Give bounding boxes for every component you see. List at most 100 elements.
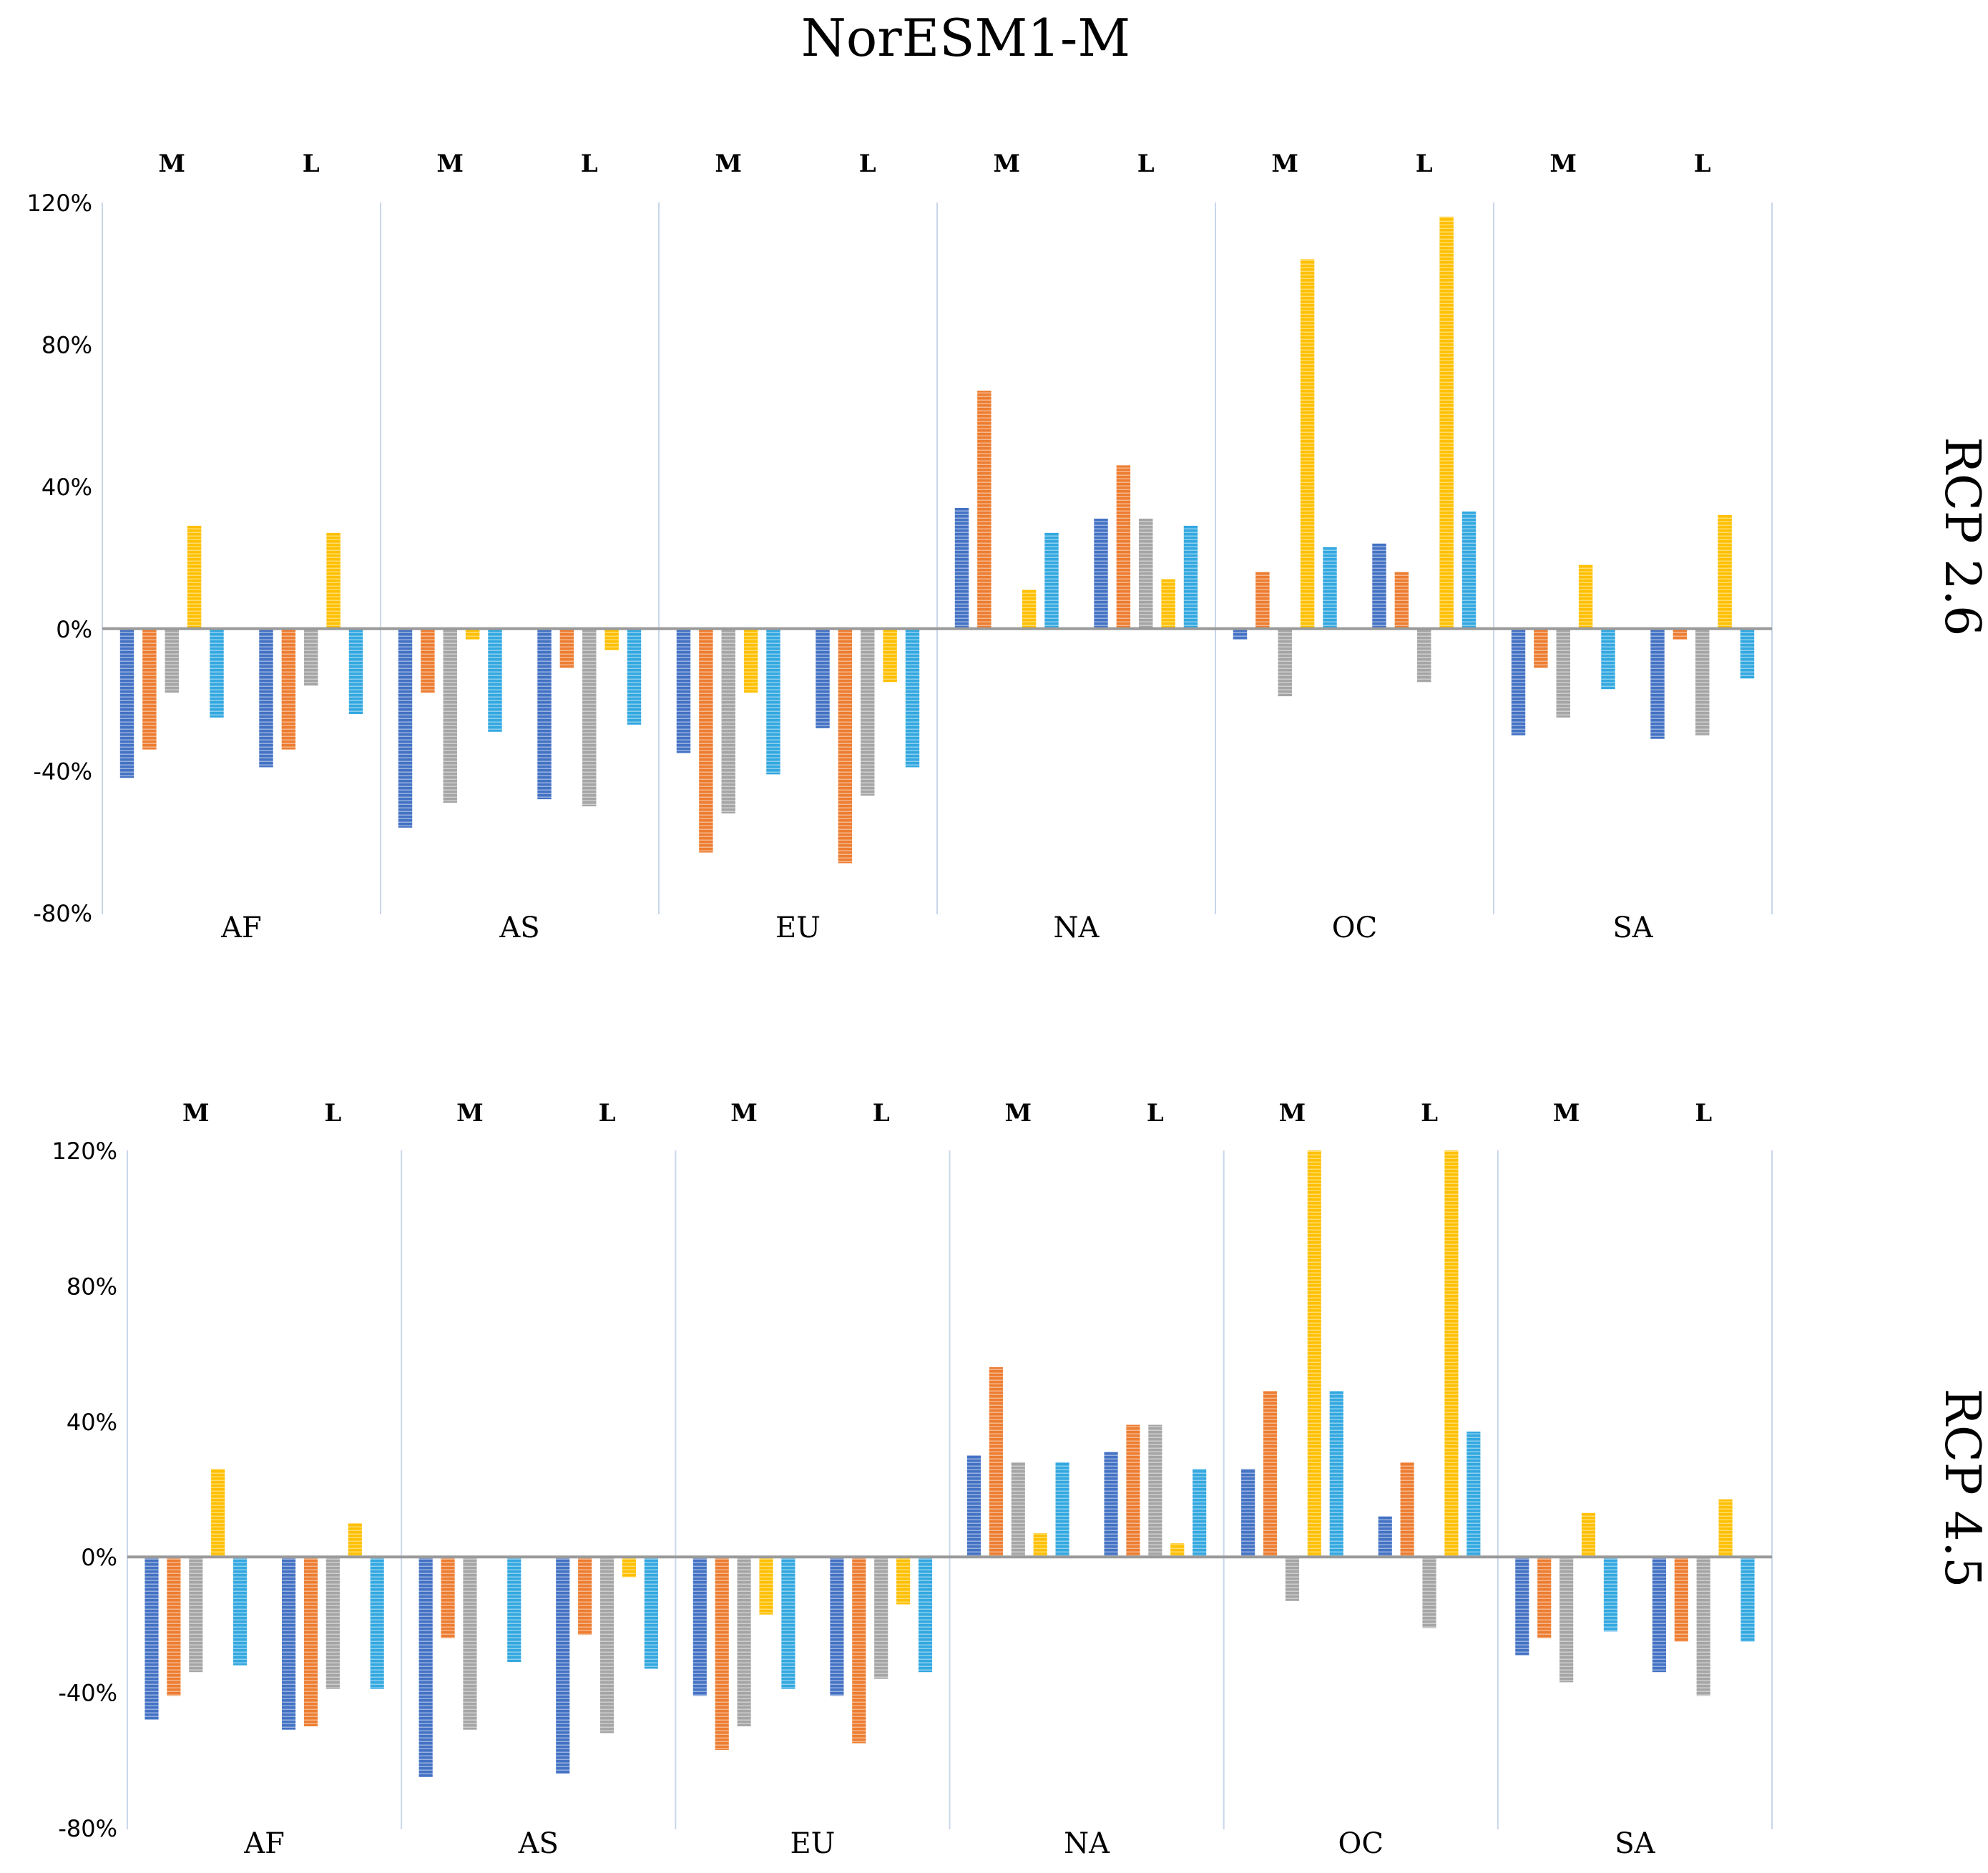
bar-af-m-s4 — [187, 525, 202, 629]
bar-na-m-s2 — [977, 391, 991, 629]
subgroup-label: M — [158, 150, 185, 178]
subgroup-label: L — [1694, 150, 1711, 178]
bar-sa-m-s2 — [1534, 628, 1548, 668]
y-tick-label: 40% — [67, 1409, 117, 1436]
bar-na-m-s1 — [966, 1455, 981, 1557]
bar-sa-l-s4 — [1718, 1499, 1733, 1557]
figure-title: NorESM1-M — [801, 8, 1130, 68]
subgroup-label: M — [1004, 1099, 1032, 1128]
bar-af-m-s4 — [211, 1469, 225, 1557]
bar-oc-m-s2 — [1255, 572, 1270, 629]
bar-oc-m-s4 — [1307, 1150, 1321, 1557]
bar-af-m-s1 — [145, 1557, 159, 1720]
bar-eu-m-s4 — [759, 1557, 773, 1615]
subgroup-label: L — [859, 150, 876, 178]
y-tick-label: 80% — [41, 332, 92, 359]
subgroup-label: L — [1421, 1099, 1438, 1128]
bar-af-l-s5 — [370, 1557, 384, 1689]
bar-sa-m-s4 — [1578, 564, 1593, 629]
bar-af-m-s2 — [142, 628, 157, 750]
bar-na-l-s3 — [1148, 1424, 1162, 1557]
bar-oc-l-s1 — [1372, 543, 1386, 629]
category-label-as: AS — [518, 1827, 559, 1860]
subgroup-label: L — [1416, 150, 1433, 178]
bar-oc-m-s4 — [1300, 259, 1315, 629]
bar-as-l-s5 — [644, 1557, 658, 1669]
category-label-oc: OC — [1338, 1827, 1384, 1860]
bar-oc-l-s5 — [1461, 511, 1477, 629]
category-label-sa: SA — [1612, 911, 1653, 944]
category-label-af: AF — [220, 911, 262, 944]
bar-sa-m-s1 — [1515, 1557, 1529, 1656]
subgroup-label: L — [873, 1099, 890, 1128]
subgroup-label: M — [993, 150, 1020, 178]
bar-eu-m-s5 — [781, 1557, 795, 1689]
category-label-oc: OC — [1332, 911, 1377, 944]
bar-sa-m-s3 — [1559, 1557, 1574, 1683]
bar-eu-l-s1 — [816, 628, 830, 728]
subgroup-label: L — [599, 1099, 616, 1128]
bar-oc-l-s5 — [1466, 1432, 1481, 1557]
scenario-label: RCP 4.5 — [1934, 1389, 1988, 1588]
bar-sa-l-s1 — [1652, 1557, 1666, 1673]
bar-na-m-s2 — [989, 1367, 1003, 1557]
bar-na-l-s2 — [1126, 1424, 1140, 1557]
bar-eu-m-s2 — [715, 1557, 729, 1751]
bar-na-m-s4 — [1022, 590, 1037, 629]
bar-na-m-s3 — [1011, 1462, 1025, 1557]
bar-eu-l-s2 — [838, 628, 853, 864]
bar-sa-m-s5 — [1603, 1557, 1618, 1632]
bar-na-l-s1 — [1104, 1452, 1118, 1557]
subgroup-label: M — [1553, 1099, 1580, 1128]
bar-af-m-s5 — [210, 628, 224, 718]
bar-na-l-s5 — [1193, 1469, 1207, 1557]
bar-na-l-s4 — [1170, 1543, 1185, 1557]
bar-sa-m-s5 — [1601, 628, 1615, 690]
bar-af-l-s3 — [325, 1557, 340, 1689]
bar-af-m-s1 — [119, 628, 134, 778]
bar-oc-l-s3 — [1417, 628, 1431, 683]
bar-na-l-s5 — [1183, 525, 1198, 629]
bar-eu-m-s2 — [699, 628, 713, 853]
bar-af-m-s3 — [165, 628, 179, 693]
subgroup-label: L — [1147, 1099, 1164, 1128]
bar-oc-l-s4 — [1439, 216, 1454, 629]
bar-sa-l-s2 — [1673, 628, 1688, 640]
bar-af-l-s5 — [348, 628, 363, 714]
bar-eu-l-s4 — [883, 628, 897, 683]
bar-af-l-s3 — [304, 628, 318, 686]
bar-as-l-s3 — [599, 1557, 614, 1733]
bar-as-m-s3 — [443, 628, 457, 803]
y-tick-label: 80% — [67, 1273, 117, 1300]
bar-eu-m-s3 — [721, 628, 735, 813]
category-label-af: AF — [243, 1827, 285, 1860]
bar-eu-l-s5 — [918, 1557, 933, 1673]
subgroup-label: L — [324, 1099, 341, 1128]
y-tick-label: 0% — [56, 616, 92, 643]
bar-af-l-s1 — [281, 1557, 296, 1730]
y-tick-label: -40% — [33, 758, 92, 785]
subgroup-label: L — [1695, 1099, 1712, 1128]
category-label-na: NA — [1064, 1827, 1110, 1860]
chart-panel-2: -80% -40% 0% 40% 80% 120% M L AF M L AS M L EU M L NA M L OC… — [52, 1099, 1988, 1860]
bar-oc-m-s5 — [1323, 547, 1337, 629]
subgroup-label: M — [436, 150, 464, 178]
bar-eu-l-s1 — [830, 1557, 844, 1696]
bar-eu-l-s5 — [905, 628, 920, 768]
subgroup-label: M — [1271, 150, 1298, 178]
bar-na-l-s4 — [1161, 579, 1175, 629]
bar-na-l-s1 — [1094, 518, 1108, 629]
bar-sa-l-s3 — [1696, 1557, 1710, 1696]
bar-af-l-s4 — [326, 532, 341, 629]
bar-oc-m-s1 — [1241, 1469, 1255, 1557]
bar-as-l-s2 — [578, 1557, 592, 1635]
bar-oc-l-s3 — [1422, 1557, 1436, 1628]
bar-sa-m-s2 — [1537, 1557, 1552, 1638]
bar-af-m-s2 — [167, 1557, 181, 1696]
bar-oc-l-s2 — [1400, 1462, 1414, 1557]
bar-oc-m-s1 — [1233, 628, 1248, 640]
bar-eu-l-s2 — [852, 1557, 866, 1744]
bar-as-l-s1 — [537, 628, 552, 800]
bar-oc-m-s2 — [1263, 1391, 1278, 1557]
bar-as-l-s5 — [627, 628, 642, 725]
